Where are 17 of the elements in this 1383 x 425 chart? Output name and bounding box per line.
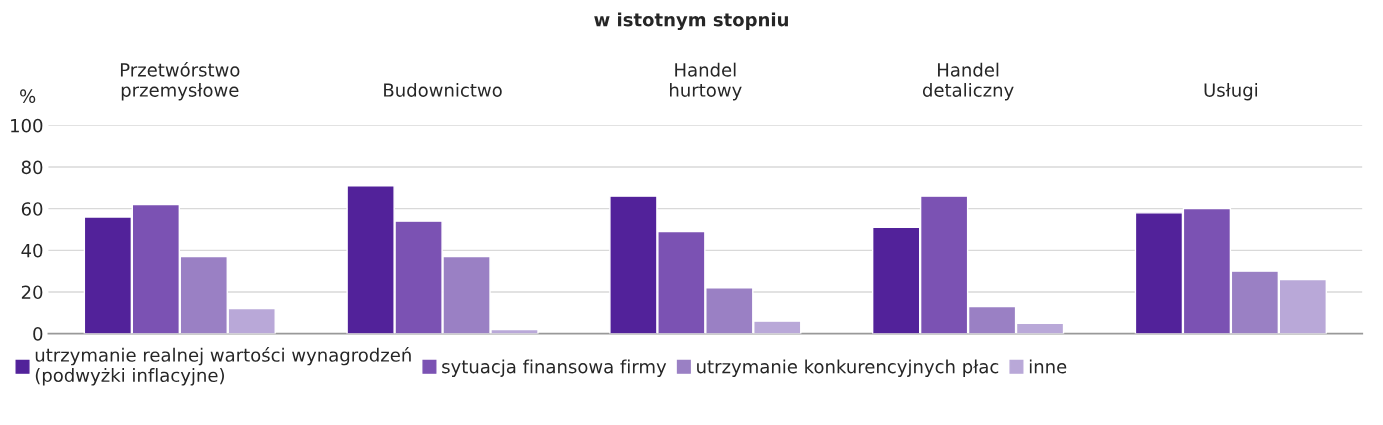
y-tick-label: 60 <box>21 202 43 216</box>
x-tick-label: Przetwórstwo przemysłowe <box>120 61 240 101</box>
y-tick-label: 20 <box>21 285 43 300</box>
x-tick-label: Handel detaliczny <box>922 62 1014 101</box>
y-tick-label: 0 <box>33 327 43 341</box>
legend-label: sytuacja finansowa firmy <box>442 359 667 377</box>
x-tick-label: Handel hurtowy <box>670 62 742 101</box>
legend-label: utrzymanie realnej wartości wynagrodzeń (podwyżki inflacyjne) <box>35 347 411 386</box>
y-tick-label: 40 <box>21 243 43 258</box>
x-tick-label: Budownictwo <box>384 82 502 97</box>
y-tick-label: 80 <box>21 160 43 175</box>
y-tick-label: 100 <box>11 118 43 133</box>
legend-label: inne <box>1029 359 1067 374</box>
y-axis-title: % <box>20 89 36 103</box>
legend-label: utrzymanie konkurencyjnych płac <box>697 359 999 377</box>
chart-title: w istotnym stopniu <box>594 12 788 31</box>
x-tick-label: Usługi <box>1204 82 1258 101</box>
